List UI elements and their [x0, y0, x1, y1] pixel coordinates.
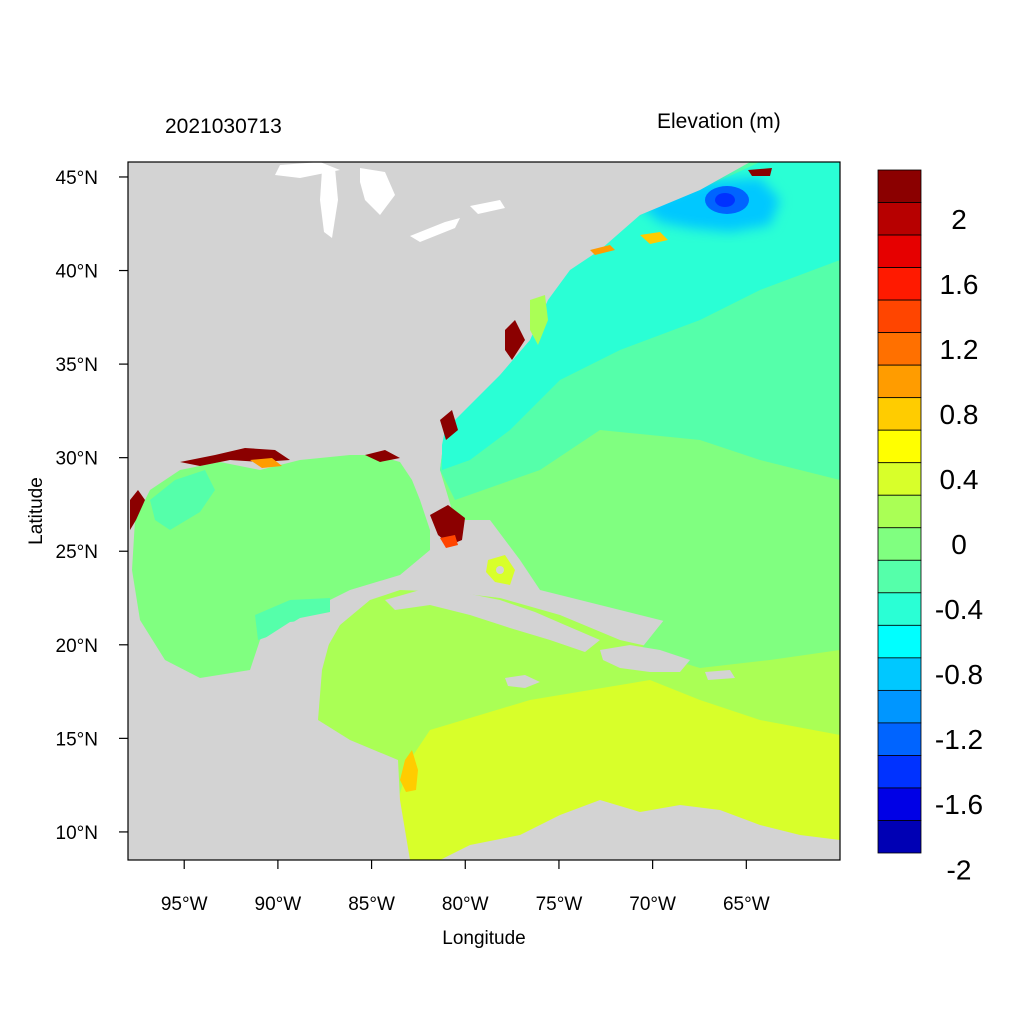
colorbar-swatch	[877, 820, 922, 854]
x-tick-label: 85°W	[348, 894, 395, 915]
y-tick-label: 25°N	[56, 542, 98, 563]
colorbar-swatch	[877, 332, 922, 366]
y-tick-label: 35°N	[56, 355, 98, 376]
colorbar-swatch	[877, 364, 922, 399]
carolinas-coast-red	[505, 320, 525, 360]
colorbar-tick-label: -2	[947, 854, 972, 885]
y-tick-label: 45°N	[56, 168, 98, 189]
y-axis: 45°N 40°N 35°N 30°N 25°N 20°N 15°N 10°N	[56, 168, 128, 844]
colorbar	[877, 169, 922, 854]
colorbar-tick-label: -1.2	[935, 724, 983, 755]
colorbar-tick-label: -0.8	[935, 659, 983, 690]
timestamp-label: 2021030713	[165, 115, 282, 138]
texas-coast-red	[130, 490, 145, 530]
shelf-teal-band	[442, 162, 840, 470]
florida-bay-orange	[440, 535, 458, 548]
colorbar-tick-label: 0.4	[940, 464, 979, 495]
campeche-teal	[255, 598, 330, 640]
hispaniola	[600, 645, 690, 672]
colorbar-swatch	[877, 722, 922, 756]
plot-frame	[127, 161, 841, 861]
colorbar-tick-label: -1.6	[935, 789, 983, 820]
lake-ontario	[470, 200, 505, 214]
colorbar-tick-label: 1.2	[940, 334, 979, 365]
colorbar-tick-label: 0	[951, 529, 967, 560]
east-atlantic-green	[640, 570, 840, 668]
colorbar-tick-label: 2	[951, 204, 967, 235]
colorbar-swatch	[877, 397, 922, 431]
y-tick-label: 10°N	[56, 823, 98, 844]
y-tick-label: 20°N	[56, 636, 98, 657]
colorbar-tick-label: -0.4	[935, 594, 983, 625]
colorbar-swatch	[877, 429, 922, 464]
colorbar-swatch	[877, 202, 922, 236]
colorbar-swatch	[877, 755, 922, 789]
florida-panhandle-red	[365, 450, 400, 462]
chesapeake-green	[530, 295, 548, 345]
mosquito-coast-orange	[400, 750, 418, 792]
y-tick-label: 40°N	[56, 262, 98, 283]
south-florida-red	[430, 505, 465, 545]
gulf-of-maine-deep	[715, 193, 735, 207]
x-tick-label: 95°W	[161, 894, 208, 915]
long-island-orange	[590, 245, 615, 255]
east-coast-red-fringe	[440, 410, 458, 440]
lake-superior	[275, 162, 340, 178]
colorbar-swatch	[877, 592, 922, 626]
y-axis-title: Latitude	[26, 477, 47, 545]
x-tick-label: 80°W	[442, 894, 489, 915]
gulf-west-teal	[150, 470, 215, 530]
x-tick-label: 90°W	[255, 894, 302, 915]
colorbar-swatch	[877, 527, 922, 561]
lake-huron	[360, 168, 395, 215]
map-panel	[128, 162, 840, 860]
colorbar-swatch	[877, 267, 922, 301]
colorbar-tick-label: 0.8	[940, 399, 979, 430]
colorbar-swatch	[877, 299, 922, 334]
gulf-of-mexico	[132, 455, 430, 678]
x-axis: 95°W 90°W 85°W 80°W 75°W 70°W 65°W	[161, 860, 770, 915]
y-tick-label: 30°N	[56, 449, 98, 470]
colorbar-swatch	[877, 462, 922, 496]
colorbar-swatch	[877, 787, 922, 821]
colorbar-title: Elevation (m)	[657, 110, 781, 133]
cuba	[385, 590, 600, 652]
colorbar-swatch	[877, 689, 922, 724]
colorbar-swatch	[877, 169, 922, 203]
bahamas-island	[496, 566, 504, 574]
lake-erie	[410, 218, 460, 242]
x-tick-label: 75°W	[536, 894, 583, 915]
colorbar-labels: 2 1.6 1.2 0.8 0.4 0 -0.4 -0.8 -1.2 -1.6 -2	[935, 204, 983, 885]
jamaica	[505, 675, 540, 688]
colorbar-tick-label: 1.6	[940, 269, 979, 300]
louisiana-coast-orange	[250, 458, 282, 468]
south-america	[440, 800, 840, 860]
colorbar-swatch	[877, 657, 922, 691]
y-tick-label: 15°N	[56, 729, 98, 750]
x-tick-label: 65°W	[723, 894, 770, 915]
nova-scotia-red	[748, 168, 772, 176]
central-america	[128, 618, 410, 860]
colorbar-swatch	[877, 559, 922, 594]
x-tick-label: 70°W	[629, 894, 676, 915]
colorbar-swatch	[877, 624, 922, 659]
x-axis-title: Longitude	[442, 928, 525, 949]
lake-michigan	[320, 168, 338, 238]
colorbar-swatch	[877, 234, 922, 268]
puerto-rico	[705, 670, 735, 680]
cape-cod-yellow	[640, 232, 668, 244]
colorbar-swatch	[877, 494, 922, 529]
